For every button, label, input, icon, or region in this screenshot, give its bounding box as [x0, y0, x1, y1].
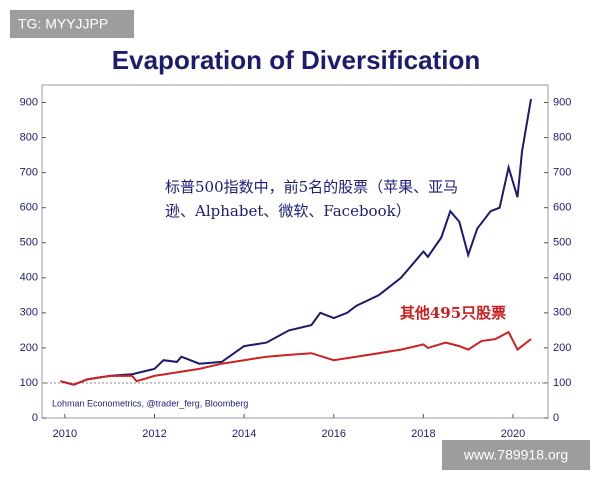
annotation: 逊、Alphabet、微软、Facebook） — [165, 202, 411, 220]
y-tick-label: 600 — [20, 202, 38, 214]
annotation: 标普500指数中，前5名的股票（苹果、亚马 — [165, 178, 458, 196]
x-tick-label: 2012 — [142, 428, 166, 440]
plot-frame — [41, 84, 549, 419]
y-tick-label: 300 — [20, 307, 38, 319]
source-note: Lohman Econometrics, @trader_ferg, Bloom… — [52, 398, 248, 408]
y-tick-label: 400 — [20, 272, 38, 284]
y2-tick-label: 600 — [553, 202, 571, 214]
watermark-box — [10, 10, 134, 38]
x-tick-label: 2016 — [322, 428, 346, 440]
x-tick-label: 2018 — [411, 428, 435, 440]
x-tick-label: 2014 — [232, 428, 256, 440]
y-tick-label: 800 — [20, 131, 38, 143]
watermark-box — [442, 440, 590, 470]
y-tick-label: 100 — [20, 377, 38, 389]
watermark: TG: MYYJJPP — [18, 16, 108, 32]
watermark: www.789918.org — [463, 447, 568, 463]
x-tick-label: 2010 — [53, 428, 77, 440]
y2-tick-label: 400 — [553, 272, 571, 284]
y2-tick-label: 300 — [553, 307, 571, 319]
y2-tick-label: 800 — [553, 131, 571, 143]
y-tick-label: 900 — [20, 96, 38, 108]
y-tick-label: 0 — [32, 412, 38, 424]
y2-tick-label: 200 — [553, 342, 571, 354]
y2-tick-label: 900 — [553, 96, 571, 108]
series-line — [60, 330, 532, 386]
y-tick-label: 500 — [20, 237, 38, 249]
y2-tick-label: 700 — [553, 167, 571, 179]
annotation: 其他495只股票 — [400, 304, 506, 322]
y-tick-label: 200 — [20, 342, 38, 354]
y2-tick-label: 500 — [553, 237, 571, 249]
chart-title: Evaporation of Diversification — [112, 45, 480, 75]
series-line — [60, 98, 532, 386]
x-tick-label: 2020 — [501, 428, 525, 440]
y2-tick-label: 0 — [553, 412, 559, 424]
y-tick-label: 700 — [20, 167, 38, 179]
y2-tick-label: 100 — [553, 377, 571, 389]
